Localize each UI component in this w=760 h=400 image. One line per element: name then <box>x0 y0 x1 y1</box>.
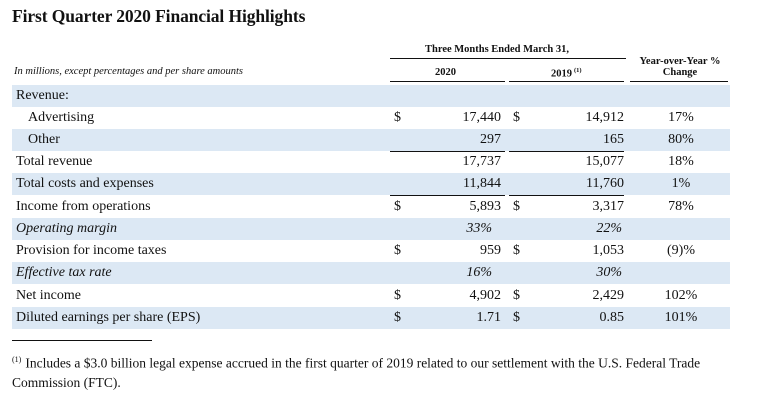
row-label: Provision for income taxes <box>16 243 167 258</box>
units-note: In millions, except percentages and per … <box>14 66 244 77</box>
row-label: Effective tax rate <box>16 265 112 280</box>
value-2019: 11,760 <box>586 176 624 191</box>
value-2019: 3,317 <box>592 199 625 214</box>
value-2020: 17,737 <box>462 154 502 169</box>
page-title: First Quarter 2020 Financial Highlights <box>12 6 306 26</box>
period-header-rule <box>390 58 626 59</box>
row-label: Total costs and expenses <box>16 176 154 191</box>
table-row: Operating margin 33% 22% <box>12 218 730 240</box>
header-rule-2019 <box>509 81 624 82</box>
yoy-change: (9)% <box>667 243 695 258</box>
value-2019: 165 <box>603 132 624 147</box>
value-2020: 4,902 <box>469 288 502 303</box>
value-2019: 2,429 <box>592 288 625 303</box>
yoy-change: 1% <box>671 176 691 191</box>
value-2020: 17,440 <box>462 110 502 125</box>
table-row: Advertising $ 17,440 $ 14,912 17% <box>12 107 730 129</box>
change-header: Year-over-Year % Change <box>639 56 721 78</box>
yoy-change: 102% <box>664 288 698 303</box>
table-row: Total revenue 17,737 15,077 18% <box>12 151 730 173</box>
dollar-sign-2019: $ <box>513 310 520 325</box>
header-rule-change <box>630 81 728 82</box>
subtotal-rule-2020 <box>390 195 505 196</box>
dollar-sign-2020: $ <box>394 199 401 214</box>
value-2020: 33% <box>466 221 492 236</box>
subtotal-rule-2019 <box>509 151 624 152</box>
table-row: Diluted earnings per share (EPS) $ 1.71 … <box>12 307 730 329</box>
header-rule-2020 <box>390 81 505 82</box>
row-label: Diluted earnings per share (EPS) <box>16 310 201 325</box>
dollar-sign-2020: $ <box>394 243 401 258</box>
value-2019: 30% <box>596 265 622 280</box>
table-row: Income from operations $ 5,893 $ 3,317 7… <box>12 196 730 218</box>
period-header: Three Months Ended March 31, <box>425 44 569 55</box>
value-2020: 16% <box>466 265 492 280</box>
row-label: Total revenue <box>16 154 93 169</box>
value-2020: 959 <box>480 243 501 258</box>
footnote-divider <box>12 340 152 341</box>
yoy-change: 17% <box>668 110 694 125</box>
dollar-sign-2019: $ <box>513 243 520 258</box>
table-row: Other 297 165 80% <box>12 129 730 151</box>
year-2020-header: 2020 <box>435 67 456 78</box>
yoy-change: 78% <box>668 199 694 214</box>
dollar-sign-2019: $ <box>513 110 520 125</box>
row-label: Net income <box>16 288 81 303</box>
value-2019: 22% <box>596 221 622 236</box>
dollar-sign-2020: $ <box>394 288 401 303</box>
table-row: Total costs and expenses 11,844 11,760 1… <box>12 173 730 195</box>
year-2019-header: 2019 (1) <box>551 67 582 80</box>
value-2019: 14,912 <box>585 110 625 125</box>
table-row: Effective tax rate 16% 30% <box>12 262 730 284</box>
row-label: Income from operations <box>16 199 151 214</box>
value-2019: 1,053 <box>592 243 625 258</box>
yoy-change: 18% <box>668 154 694 169</box>
row-label: Operating margin <box>16 221 117 236</box>
value-2020: 1.71 <box>476 310 502 325</box>
value-2019: 15,077 <box>585 154 625 169</box>
subtotal-rule-2020 <box>390 151 505 152</box>
value-2020: 11,844 <box>463 176 501 191</box>
value-2020: 297 <box>480 132 501 147</box>
dollar-sign-2020: $ <box>394 310 401 325</box>
value-2020: 5,893 <box>469 199 502 214</box>
table-row: Net income $ 4,902 $ 2,429 102% <box>12 285 730 307</box>
row-label: Other <box>28 132 60 147</box>
yoy-change: 80% <box>668 132 694 147</box>
dollar-sign-2020: $ <box>394 110 401 125</box>
value-2019: 0.85 <box>599 310 625 325</box>
dollar-sign-2019: $ <box>513 199 520 214</box>
footnote: (1) Includes a $3.0 billion legal expense… <box>12 355 701 390</box>
subtotal-rule-2019 <box>509 195 624 196</box>
dollar-sign-2019: $ <box>513 288 520 303</box>
row-label: Revenue: <box>16 88 69 103</box>
yoy-change: 101% <box>664 310 698 325</box>
table-row: Provision for income taxes $ 959 $ 1,053… <box>12 240 730 262</box>
table-row: Revenue: <box>12 85 730 107</box>
row-label: Advertising <box>28 110 95 125</box>
